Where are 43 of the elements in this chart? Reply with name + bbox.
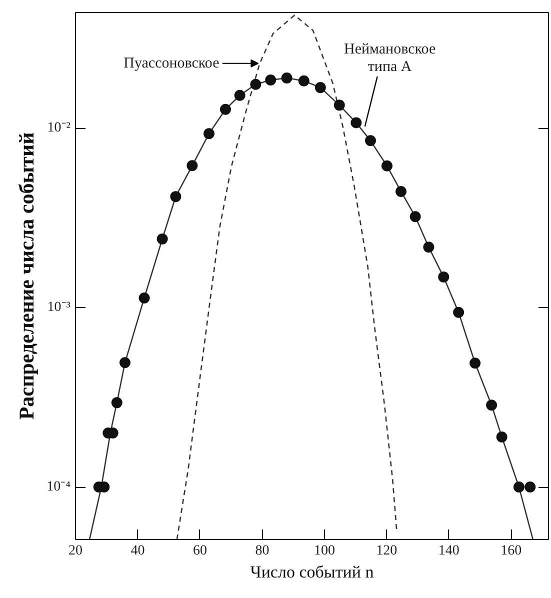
point — [138, 292, 150, 304]
point — [470, 358, 481, 369]
point — [111, 397, 122, 408]
x-tick-label: 140 — [438, 544, 460, 558]
point — [298, 75, 310, 86]
point — [524, 482, 536, 492]
point — [220, 104, 231, 115]
point — [396, 186, 406, 197]
annotation: Пуассоновское — [124, 55, 220, 72]
point — [438, 271, 450, 282]
point — [350, 117, 362, 128]
point — [453, 306, 464, 318]
y-axis-title: Распределение числа событий — [14, 132, 39, 420]
point — [281, 72, 292, 84]
x-tick-label: 80 — [255, 544, 270, 558]
x-tick-label: 20 — [68, 544, 82, 558]
point — [423, 242, 434, 253]
x-tick-label: 40 — [130, 544, 145, 558]
x-tick-label: 160 — [500, 544, 522, 558]
x-tick-label: 60 — [192, 544, 207, 558]
y-tick-label: 10⁻⁴ — [46, 480, 71, 495]
point — [250, 78, 262, 90]
point — [381, 160, 392, 172]
point — [234, 90, 246, 101]
x-axis-title: Число событий n — [250, 562, 374, 582]
x-tick-label: 100 — [314, 544, 335, 558]
point — [265, 74, 276, 86]
point — [186, 160, 198, 172]
point — [119, 357, 130, 368]
y-tick-label: 10⁻² — [47, 120, 71, 136]
point — [314, 82, 326, 94]
point — [513, 482, 524, 492]
annotation: Неймановское типа А — [344, 41, 436, 75]
point — [334, 100, 345, 111]
point — [410, 211, 421, 222]
x-tick-label: 120 — [376, 544, 398, 558]
point — [496, 431, 508, 442]
point — [170, 191, 182, 202]
point — [365, 135, 376, 146]
point — [204, 128, 214, 140]
point — [486, 400, 498, 411]
point — [156, 233, 168, 244]
y-tick-label: 10⁻³ — [47, 300, 71, 316]
